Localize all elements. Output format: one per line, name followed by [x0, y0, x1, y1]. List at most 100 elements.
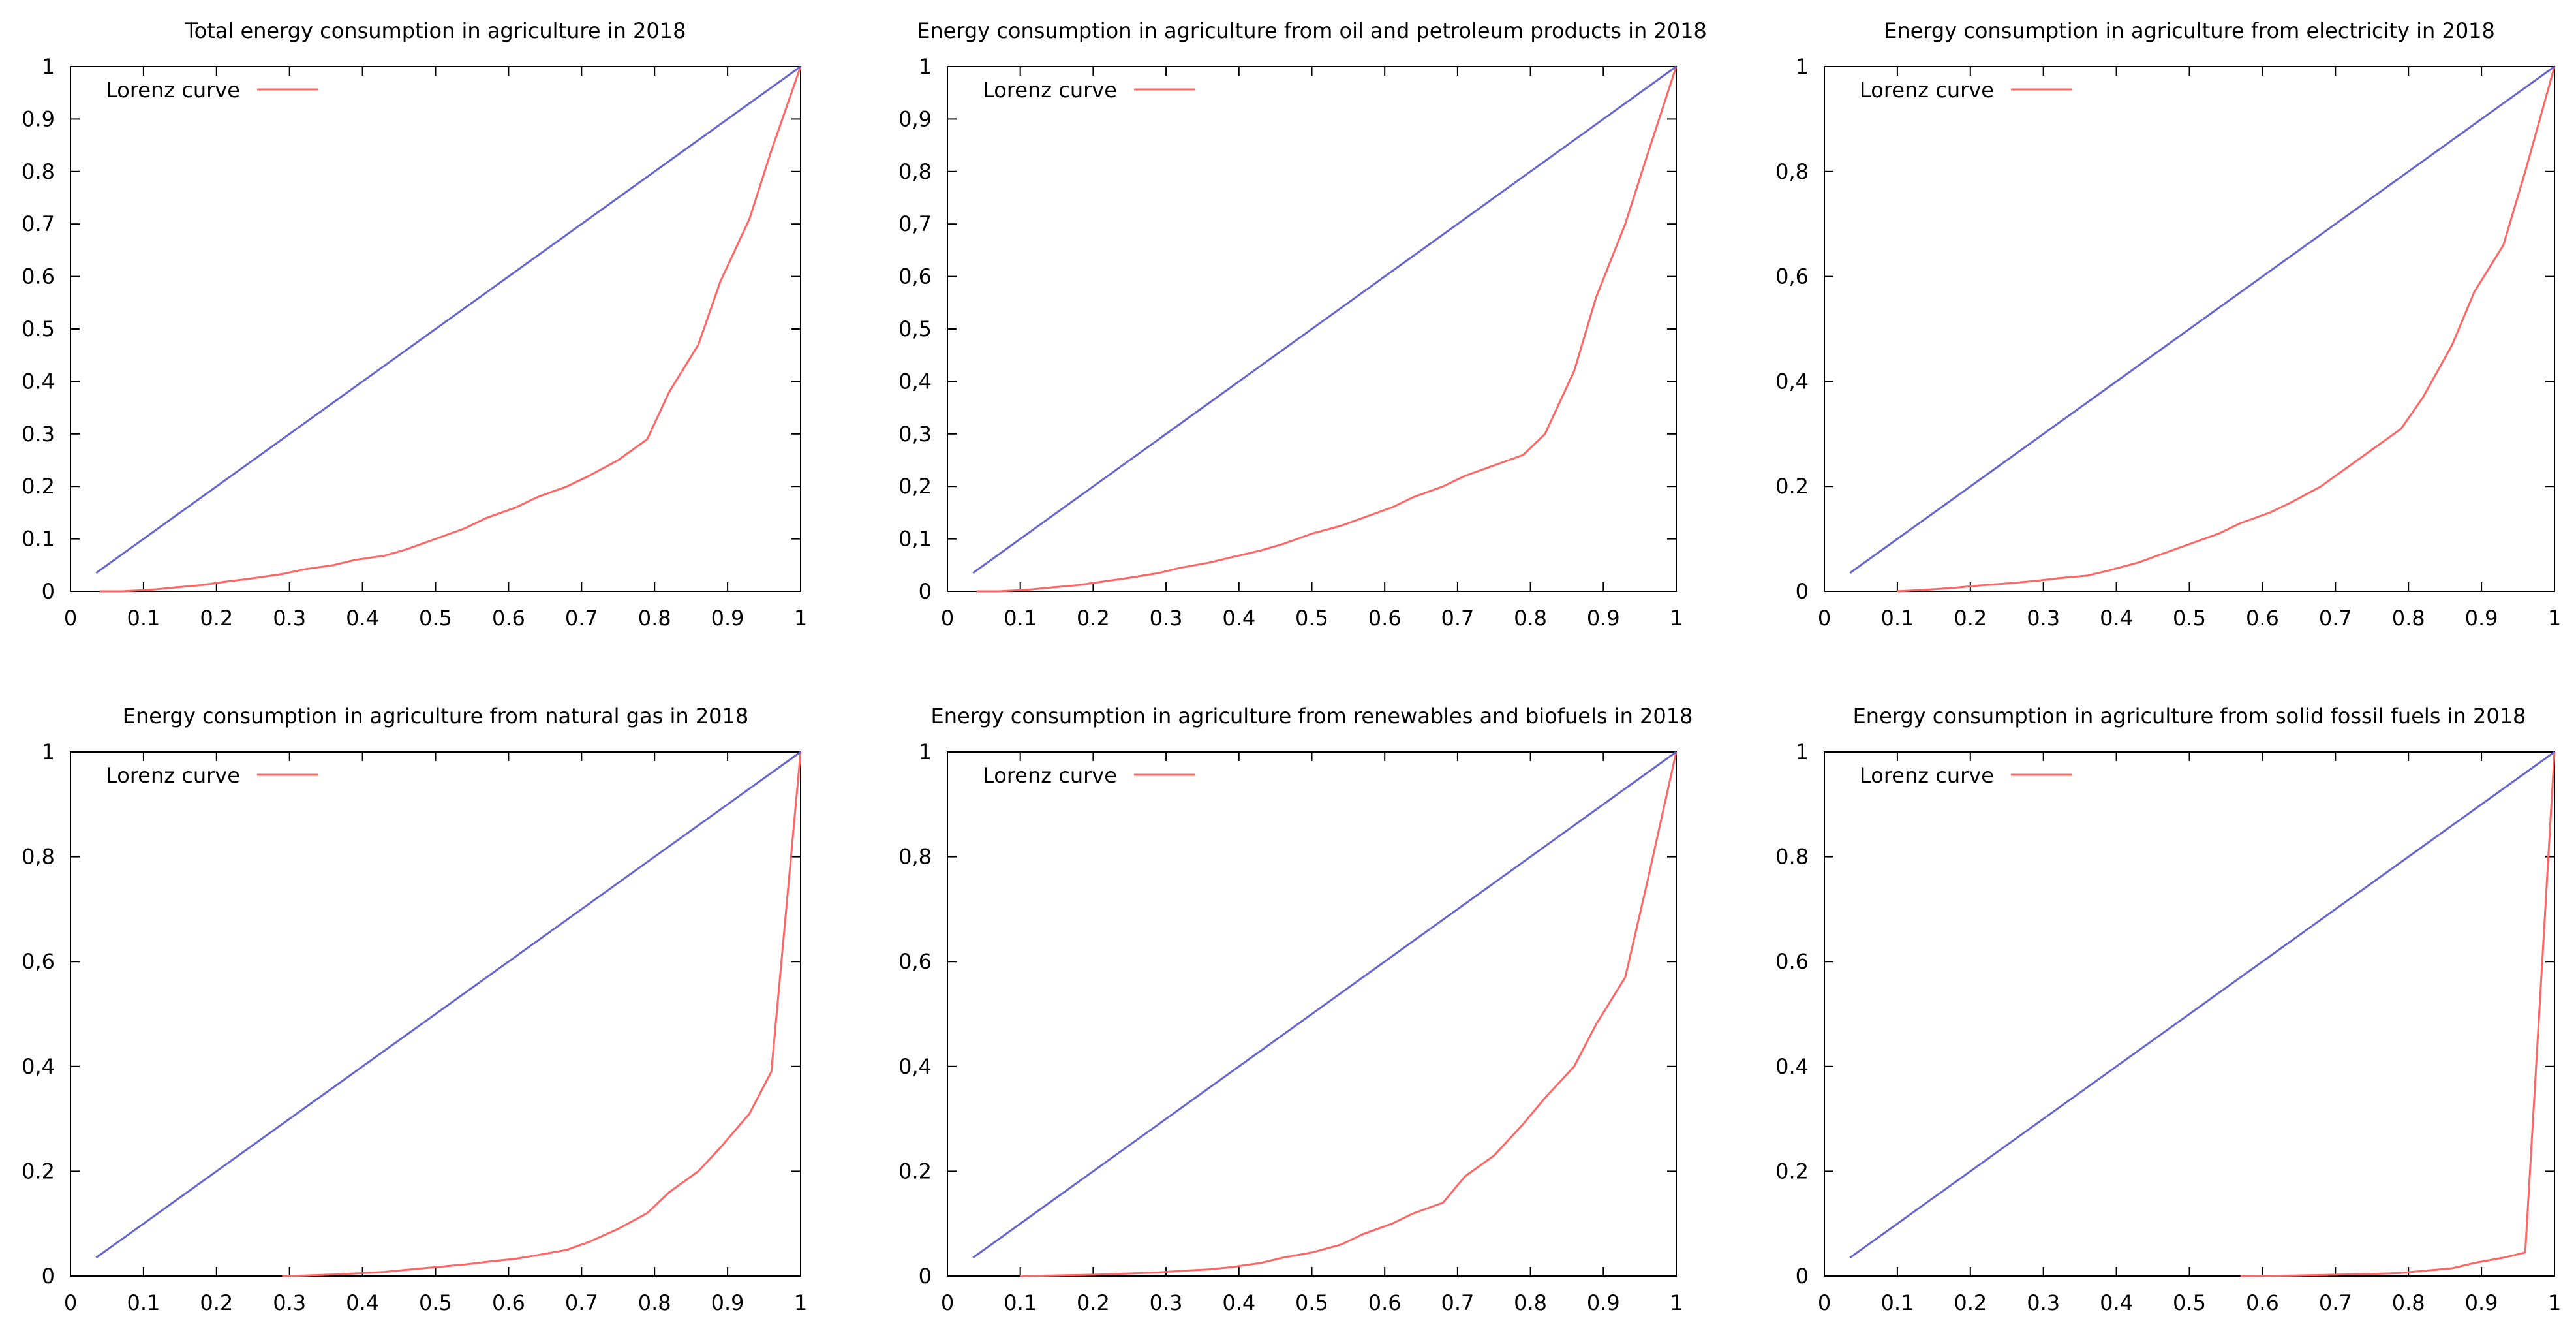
- equality-line: [972, 65, 1677, 574]
- x-tick-label: 0.9: [711, 606, 744, 631]
- x-tick-label: 0.7: [2319, 1290, 2352, 1315]
- equality-line: [95, 65, 801, 574]
- x-tick-label: 0.8: [638, 606, 671, 631]
- legend-label: Lorenz curve: [983, 78, 1117, 102]
- y-tick-label: 0,4: [22, 1054, 55, 1079]
- x-tick-label: 0.4: [346, 1290, 379, 1315]
- x-tick-label: 0: [941, 1290, 954, 1315]
- y-tick-label: 0.2: [22, 1159, 55, 1183]
- y-tick-label: 0: [1796, 579, 1809, 604]
- y-tick-label: 0.7: [22, 211, 55, 236]
- x-tick-label: 0.8: [2392, 606, 2425, 631]
- x-tick-label: 0.6: [1368, 606, 1402, 631]
- x-tick-label: 0.6: [492, 1290, 525, 1315]
- x-tick-label: 0.5: [1295, 606, 1328, 631]
- x-tick-label: 0.7: [565, 1290, 598, 1315]
- y-tick-label: 0.6: [1775, 949, 1809, 974]
- y-tick-label: 0.4: [22, 369, 55, 394]
- chart-title: Energy consumption in agriculture from n…: [123, 704, 749, 728]
- x-tick-label: 0.9: [2465, 1290, 2498, 1315]
- x-tick-label: 0.2: [1954, 1290, 1987, 1315]
- x-tick-label: 0.1: [1004, 606, 1037, 631]
- x-tick-label: 0.1: [127, 1290, 160, 1315]
- x-tick-label: 0.2: [1954, 606, 1987, 631]
- x-tick-label: 0.3: [273, 606, 306, 631]
- x-tick-label: 0.1: [1004, 1290, 1037, 1315]
- x-tick-label: 0.4: [2100, 1290, 2133, 1315]
- lorenz-curve-line: [2240, 751, 2556, 1277]
- x-tick-label: 0.4: [1222, 1290, 1255, 1315]
- x-tick-label: 0.5: [1295, 1290, 1328, 1315]
- y-tick-label: 0,3: [898, 422, 932, 446]
- chart-panel-4: Energy consumption in agriculture from n…: [22, 704, 807, 1315]
- y-tick-label: 1: [42, 740, 55, 764]
- x-tick-label: 0.8: [1514, 1290, 1547, 1315]
- y-tick-label: 0,4: [1775, 369, 1809, 394]
- lorenz-curve-line: [99, 66, 802, 593]
- x-tick-label: 0: [64, 1290, 77, 1315]
- y-tick-label: 1: [919, 54, 932, 79]
- x-tick-label: 1: [1670, 1290, 1683, 1315]
- y-tick-label: 1: [1796, 54, 1809, 79]
- equality-line: [1849, 751, 2555, 1259]
- x-tick-label: 1: [2548, 606, 2561, 631]
- x-tick-label: 0.8: [638, 1290, 671, 1315]
- x-tick-label: 0.6: [2246, 606, 2279, 631]
- x-tick-label: 0.1: [1880, 606, 1914, 631]
- equality-line: [972, 751, 1677, 1259]
- y-tick-label: 0: [1796, 1264, 1809, 1288]
- x-tick-label: 0.1: [127, 606, 160, 631]
- x-tick-label: 0.8: [1514, 606, 1547, 631]
- x-tick-label: 0.9: [1587, 606, 1620, 631]
- y-tick-label: 0,8: [898, 845, 932, 869]
- x-tick-label: 0.3: [1150, 606, 1183, 631]
- x-tick-label: 0.2: [1077, 1290, 1110, 1315]
- y-tick-label: 0.8: [22, 159, 55, 184]
- y-tick-label: 0,7: [898, 211, 932, 236]
- x-tick-label: 0.7: [1441, 606, 1474, 631]
- lorenz-curve-line: [976, 66, 1678, 593]
- y-tick-label: 1: [42, 54, 55, 79]
- chart-panel-3: Energy consumption in agriculture from e…: [1775, 18, 2561, 631]
- chart-panel-6: Energy consumption in agriculture from s…: [1775, 704, 2561, 1315]
- y-tick-label: 0.3: [22, 422, 55, 446]
- equality-line: [95, 751, 801, 1259]
- x-tick-label: 0.5: [2173, 1290, 2206, 1315]
- x-tick-label: 0.3: [2027, 1290, 2060, 1315]
- x-tick-label: 0.9: [1587, 1290, 1620, 1315]
- y-tick-label: 0.8: [1775, 845, 1809, 869]
- chart-title: Energy consumption in agriculture from s…: [1853, 704, 2526, 728]
- x-tick-label: 0.6: [1368, 1290, 1402, 1315]
- y-tick-label: 0.9: [22, 106, 55, 131]
- y-tick-label: 0,2: [898, 474, 932, 499]
- x-tick-label: 1: [2548, 1290, 2561, 1315]
- x-tick-label: 0.7: [565, 606, 598, 631]
- x-tick-label: 0.5: [419, 1290, 452, 1315]
- x-tick-label: 0: [64, 606, 77, 631]
- x-tick-label: 0.6: [2246, 1290, 2279, 1315]
- x-tick-label: 0.6: [492, 606, 525, 631]
- y-tick-label: 0: [919, 1264, 932, 1288]
- y-tick-label: 0.2: [1775, 474, 1809, 499]
- chart-panel-5: Energy consumption in agriculture from r…: [898, 704, 1693, 1315]
- y-tick-label: 0,6: [22, 949, 55, 974]
- chart-title: Energy consumption in agriculture from o…: [917, 18, 1707, 43]
- x-tick-label: 0: [1818, 1290, 1831, 1315]
- x-tick-label: 0.3: [1150, 1290, 1183, 1315]
- y-tick-label: 0.2: [898, 1159, 932, 1183]
- lorenz-curve-line: [1020, 751, 1678, 1277]
- y-tick-label: 0,6: [1775, 264, 1809, 289]
- y-tick-label: 0.2: [1775, 1159, 1809, 1183]
- x-tick-label: 1: [794, 606, 807, 631]
- x-tick-label: 0.8: [2392, 1290, 2425, 1315]
- y-tick-label: 0,4: [898, 369, 932, 394]
- x-tick-label: 0: [1818, 606, 1831, 631]
- y-tick-label: 0.4: [1775, 1054, 1809, 1079]
- chart-panel-2: Energy consumption in agriculture from o…: [898, 18, 1707, 631]
- equality-line: [1849, 65, 2555, 574]
- y-tick-label: 0,8: [1775, 159, 1809, 184]
- legend-label: Lorenz curve: [106, 763, 240, 788]
- legend-label: Lorenz curve: [1860, 78, 1994, 102]
- x-tick-label: 0.5: [2173, 606, 2206, 631]
